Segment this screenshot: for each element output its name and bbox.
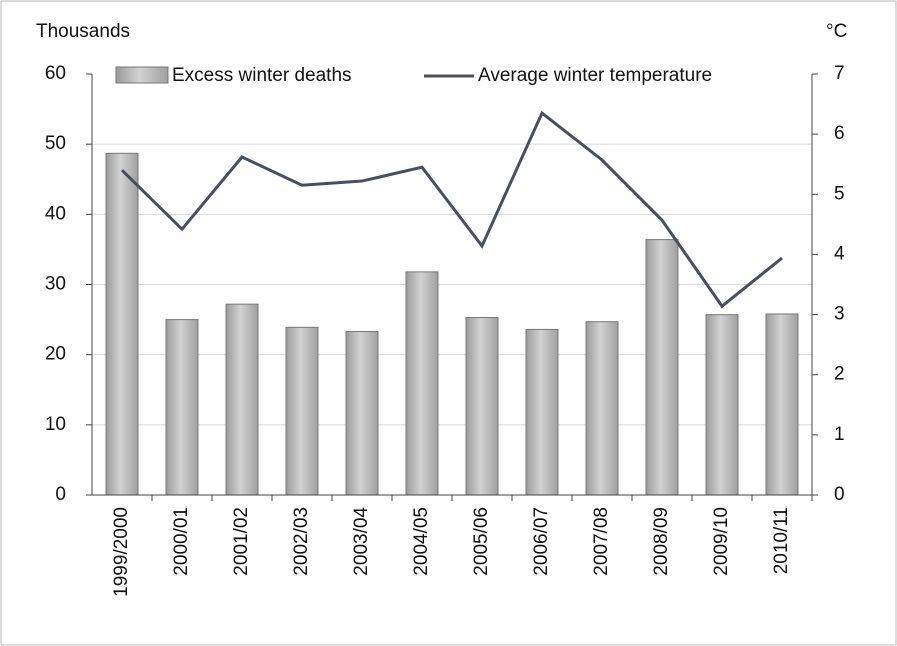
y2-tick-label: 1 — [834, 424, 845, 445]
bar — [585, 321, 619, 496]
y-tick-label: 30 — [45, 274, 66, 295]
y-tick-label: 0 — [55, 484, 66, 505]
y-tick-label: 10 — [45, 414, 66, 435]
bar — [525, 328, 559, 496]
x-tick-label: 2010/11 — [771, 507, 792, 574]
y2-axis-label: °C — [826, 21, 847, 42]
x-tick-label: 2005/06 — [471, 507, 492, 576]
x-tick-label: 2004/05 — [411, 507, 432, 576]
bar — [465, 316, 499, 496]
x-tick-label: 1999/2000 — [111, 507, 132, 597]
x-tick-label: 2000/01 — [171, 507, 192, 576]
bar — [285, 326, 319, 496]
legend-swatch — [115, 66, 169, 84]
x-tick-label: 2009/10 — [711, 507, 732, 576]
bar — [645, 239, 679, 496]
bar — [405, 271, 439, 496]
x-tick-label: 2006/07 — [531, 507, 552, 576]
bar — [225, 303, 259, 496]
y2-tick-label: 7 — [834, 63, 845, 84]
y2-tick-label: 0 — [834, 484, 845, 505]
y2-tick-label: 4 — [834, 243, 845, 264]
x-tick-label: 2001/02 — [231, 507, 252, 576]
bar — [705, 314, 739, 496]
y-axis-label: Thousands — [36, 21, 130, 42]
bar — [765, 313, 799, 496]
bar — [345, 331, 379, 496]
x-tick-label: 2007/08 — [591, 507, 612, 576]
y-tick-label: 40 — [45, 203, 66, 224]
legend-label: Excess winter deaths — [172, 65, 352, 86]
y2-tick-label: 5 — [834, 183, 845, 204]
y-tick-label: 20 — [45, 344, 66, 365]
bar — [105, 152, 139, 496]
x-tick-label: 2003/04 — [351, 507, 372, 576]
x-tick-label: 2008/09 — [651, 507, 672, 576]
line — [120, 110, 783, 309]
bar — [165, 319, 199, 496]
x-tick-label: 2002/03 — [291, 507, 312, 576]
y-tick-label: 50 — [45, 133, 66, 154]
y2-tick-label: 3 — [834, 304, 845, 325]
y2-tick-label: 6 — [834, 123, 845, 144]
y-tick-label: 60 — [45, 63, 66, 84]
legend-label: Average winter temperature — [478, 65, 712, 86]
y2-tick-label: 2 — [834, 364, 845, 385]
